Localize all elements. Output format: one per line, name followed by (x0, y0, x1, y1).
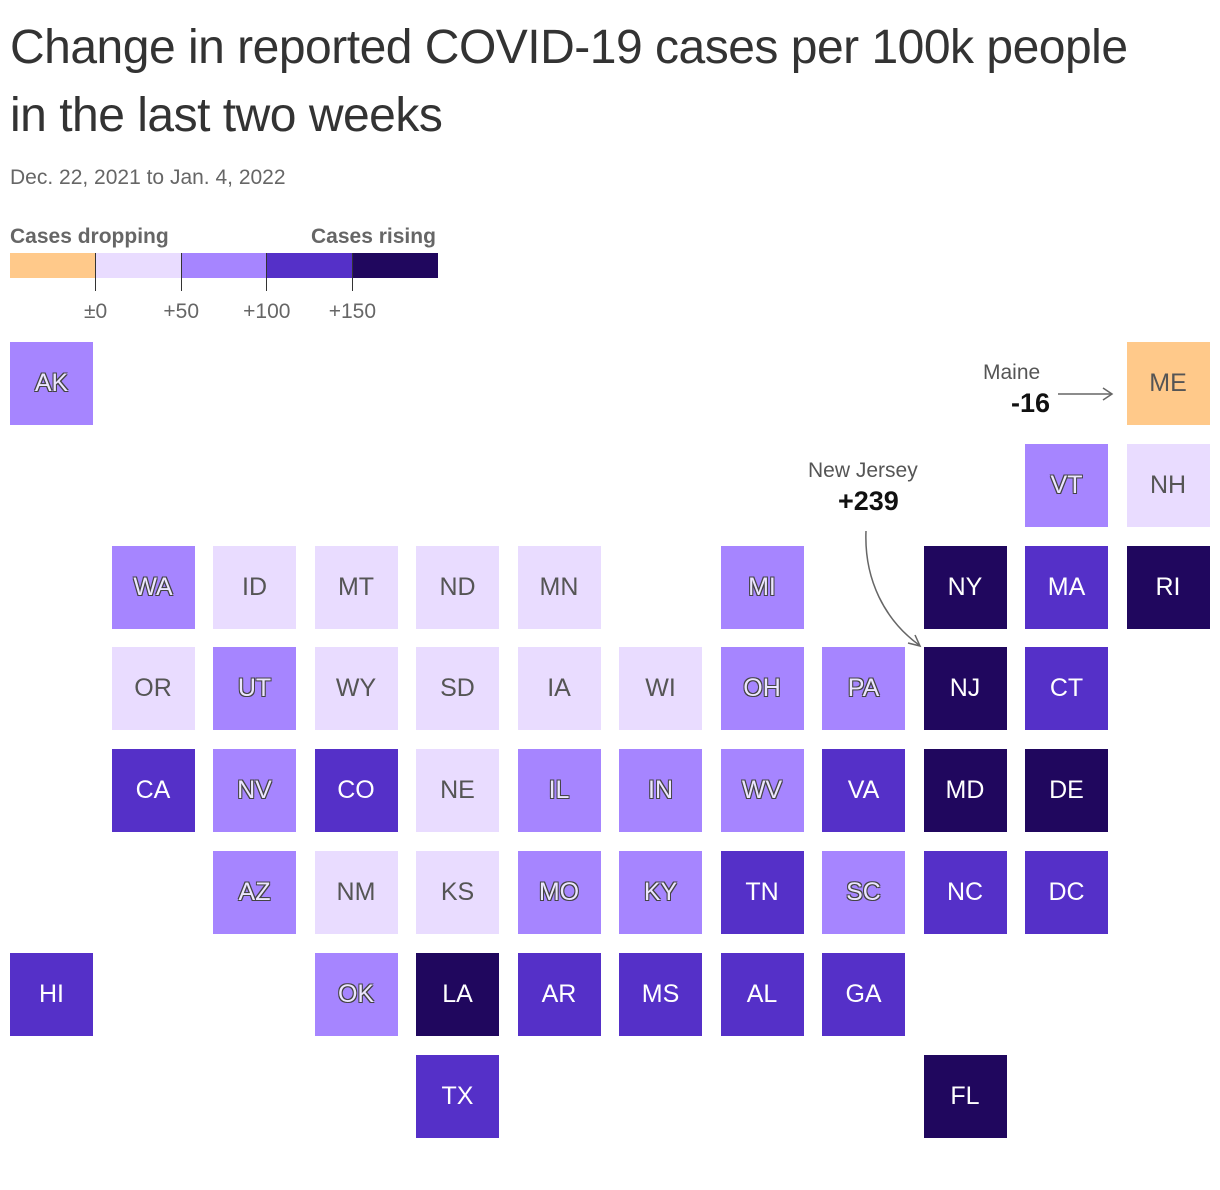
state-tile-pa: PA (822, 647, 905, 731)
legend-tick (266, 253, 268, 291)
legend-swatch-2 (181, 253, 267, 278)
state-tile-fl: FL (923, 1054, 1007, 1138)
state-tile-mo: MO (517, 851, 601, 934)
state-tile-oh: OH (720, 647, 804, 731)
state-tile-va: VA (822, 749, 905, 833)
state-tile-nd: ND (416, 545, 499, 629)
state-tile-ms: MS (619, 952, 702, 1036)
legend-swatch-1 (95, 253, 182, 278)
state-tile-ny: NY (923, 545, 1007, 629)
state-tile-or: OR (111, 647, 195, 731)
state-tile-ri: RI (1126, 545, 1210, 629)
state-tile-me: ME (1126, 342, 1210, 425)
state-tile-sd: SD (416, 647, 499, 731)
state-tile-in: IN (619, 749, 702, 833)
maine-annotation-value: -16 (1011, 388, 1051, 418)
legend-swatch-4 (352, 253, 438, 278)
state-tile-ks: KS (416, 851, 499, 934)
chart-title: Change in reported COVID-19 cases per 10… (10, 21, 1128, 142)
legend-low-label: Cases dropping (10, 225, 169, 248)
state-tile-tx: TX (416, 1054, 499, 1138)
state-tile-ar: AR (517, 952, 601, 1036)
state-tile-la: LA (416, 952, 499, 1036)
state-tile-wa: WA (111, 545, 195, 629)
state-tile-ma: MA (1025, 545, 1108, 629)
new-jersey-arrow-line (865, 530, 920, 646)
state-tile-nh: NH (1126, 443, 1210, 527)
state-tile-al: AL (720, 952, 804, 1036)
legend-swatch-3 (266, 253, 353, 278)
state-tile-mi: MI (720, 545, 804, 629)
state-tile-wy: WY (314, 647, 398, 731)
legend-tick (351, 253, 353, 291)
state-tile-nm: NM (314, 851, 398, 934)
new-jersey-annotation-value: +239 (838, 486, 899, 516)
maine-arrow-head (1102, 387, 1114, 401)
state-tile-ca: CA (111, 749, 195, 833)
legend-tick-label: +50 (163, 300, 199, 323)
new-jersey-annotation-name: New Jersey (808, 459, 918, 482)
state-tile-ga: GA (822, 952, 905, 1036)
state-tile-id: ID (213, 545, 296, 629)
state-tile-wi: WI (619, 647, 702, 731)
state-tile-nj: NJ (923, 647, 1007, 731)
state-tile-ct: CT (1025, 647, 1108, 731)
new-jersey-arrow-head (907, 634, 922, 648)
state-tile-ak: AK (10, 342, 93, 425)
legend-swatch-0 (10, 253, 96, 278)
state-tile-nc: NC (923, 851, 1007, 934)
legend-tick (95, 253, 97, 291)
legend-color-scale (10, 253, 438, 278)
legend-tick-label: +100 (243, 300, 291, 323)
legend-tick (180, 253, 182, 291)
date-range-subtitle: Dec. 22, 2021 to Jan. 4, 2022 (10, 166, 286, 189)
state-tile-ok: OK (314, 952, 398, 1036)
state-tile-mt: MT (314, 545, 398, 629)
legend-tick-label: +150 (328, 300, 377, 323)
state-tile-md: MD (923, 749, 1007, 833)
state-tile-vt: VT (1025, 443, 1108, 527)
state-tile-il: IL (517, 749, 601, 833)
state-tile-ut: UT (213, 647, 296, 731)
state-tile-sc: SC (822, 851, 905, 934)
state-tile-hi: HI (10, 952, 93, 1036)
maine-annotation-name: Maine (983, 361, 1041, 384)
state-tile-nv: NV (213, 749, 296, 833)
legend-high-label: Cases rising (311, 225, 436, 248)
state-tile-az: AZ (213, 851, 296, 934)
state-tile-dc: DC (1025, 851, 1108, 934)
state-tile-tn: TN (720, 851, 804, 934)
state-tile-de: DE (1025, 749, 1108, 833)
state-tile-ky: KY (619, 851, 702, 934)
state-tile-co: CO (314, 749, 398, 833)
legend-tick-label: ±0 (83, 300, 108, 323)
state-tile-wv: WV (720, 749, 804, 833)
state-tile-ne: NE (416, 749, 499, 833)
state-tile-ia: IA (517, 647, 601, 731)
state-tile-mn: MN (517, 545, 601, 629)
